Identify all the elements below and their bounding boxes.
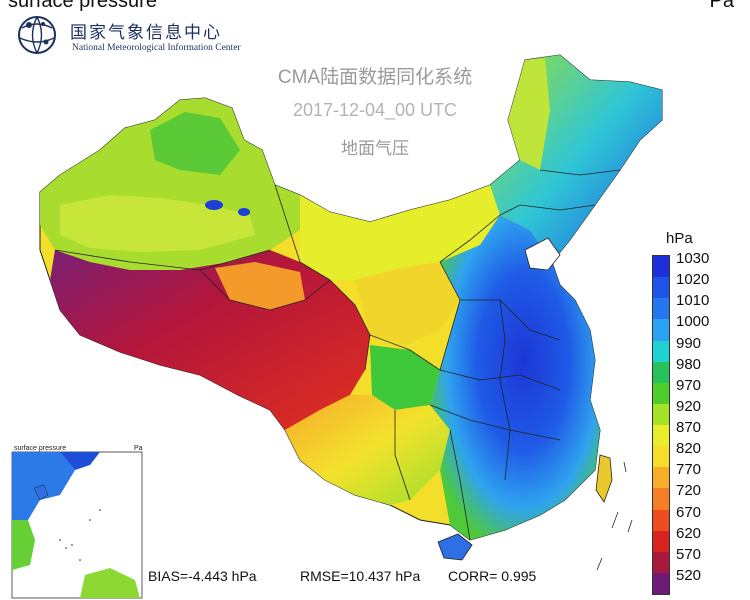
legend-label: 1010 bbox=[676, 292, 710, 310]
province-borders bbox=[54, 169, 621, 541]
legend-swatch bbox=[653, 425, 669, 447]
tarim-core bbox=[60, 195, 255, 252]
legend-labels: 1030 1020 1010 1000 990 980 970 920 870 820 770 720… bbox=[676, 248, 709, 586]
inner-mongolia bbox=[300, 185, 500, 280]
legend-swatch bbox=[653, 509, 669, 531]
nmic-logo: 国家气象信息中心 National Meteorological Informa… bbox=[14, 12, 244, 58]
taiwan-island bbox=[595, 454, 613, 503]
legend-swatch bbox=[653, 340, 669, 362]
lake bbox=[238, 208, 250, 216]
legend-swatch bbox=[653, 551, 669, 573]
legend-swatch bbox=[653, 361, 669, 383]
lake bbox=[205, 200, 223, 210]
legend-swatch bbox=[653, 467, 669, 489]
system-title: CMA陆面数据同化系统 bbox=[277, 67, 473, 88]
legend-label: 570 bbox=[676, 545, 702, 563]
datetime-title: 2017-12-04_00 UTC bbox=[292, 100, 458, 120]
legend-swatch bbox=[653, 382, 669, 404]
legend-swatch bbox=[653, 298, 669, 320]
legend-colorbar bbox=[652, 255, 670, 595]
tibetan-plateau bbox=[50, 250, 370, 430]
unit-title: Pa bbox=[709, 0, 734, 12]
legend-label: 720 bbox=[676, 482, 702, 500]
greater-khingan bbox=[508, 58, 550, 170]
legend-label: 670 bbox=[676, 503, 702, 521]
legend-label: 990 bbox=[676, 334, 702, 352]
legend-swatch bbox=[653, 277, 669, 299]
variable-title: 地面气压 bbox=[341, 139, 409, 158]
hainan-island bbox=[437, 533, 473, 561]
legend-label: 1000 bbox=[676, 313, 710, 331]
legend-swatch bbox=[653, 256, 669, 278]
loess-plateau bbox=[355, 262, 460, 345]
corr-stat: CORR= 0.995 bbox=[448, 568, 537, 584]
figure-title: surface pressure bbox=[8, 0, 157, 12]
legend-label: 980 bbox=[676, 355, 702, 373]
dzungaria-highlands bbox=[150, 112, 240, 175]
legend-label: 770 bbox=[676, 461, 702, 479]
legend-label: 520 bbox=[676, 566, 702, 584]
qaidam-basin bbox=[215, 262, 305, 310]
legend-label: 1030 bbox=[676, 250, 710, 267]
legend-label: 1020 bbox=[676, 271, 710, 289]
legend-swatch bbox=[653, 446, 669, 468]
legend-label: 970 bbox=[676, 376, 702, 394]
logo-name-en: National Meteorological Information Cent… bbox=[72, 43, 241, 53]
legend-label: 620 bbox=[676, 524, 702, 542]
bias-stat: BIAS=-4.443 hPa bbox=[148, 568, 257, 584]
legend-swatch bbox=[653, 319, 669, 341]
sichuan-basin bbox=[370, 345, 440, 410]
inset-title: surface pressure bbox=[14, 445, 67, 452]
coastline-fragments bbox=[596, 461, 633, 571]
inset-unit: Pa bbox=[134, 445, 143, 452]
legend-swatch bbox=[653, 488, 669, 510]
eastern-lowlands bbox=[430, 215, 600, 540]
legend-label: 920 bbox=[676, 397, 702, 415]
globe-icon bbox=[18, 16, 56, 54]
legend-swatch bbox=[653, 403, 669, 425]
legend-swatch bbox=[653, 572, 669, 594]
rmse-stat: RMSE=10.437 hPa bbox=[300, 568, 421, 584]
bohai-sea bbox=[524, 237, 561, 271]
yungui-plateau bbox=[285, 395, 450, 505]
inset-map bbox=[11, 451, 143, 599]
legend-swatch bbox=[653, 530, 669, 552]
logo-name-cn: 国家气象信息中心 bbox=[70, 23, 222, 43]
legend-label: 870 bbox=[676, 419, 702, 436]
legend-unit: hPa bbox=[666, 230, 693, 247]
legend-label: 820 bbox=[676, 440, 702, 458]
